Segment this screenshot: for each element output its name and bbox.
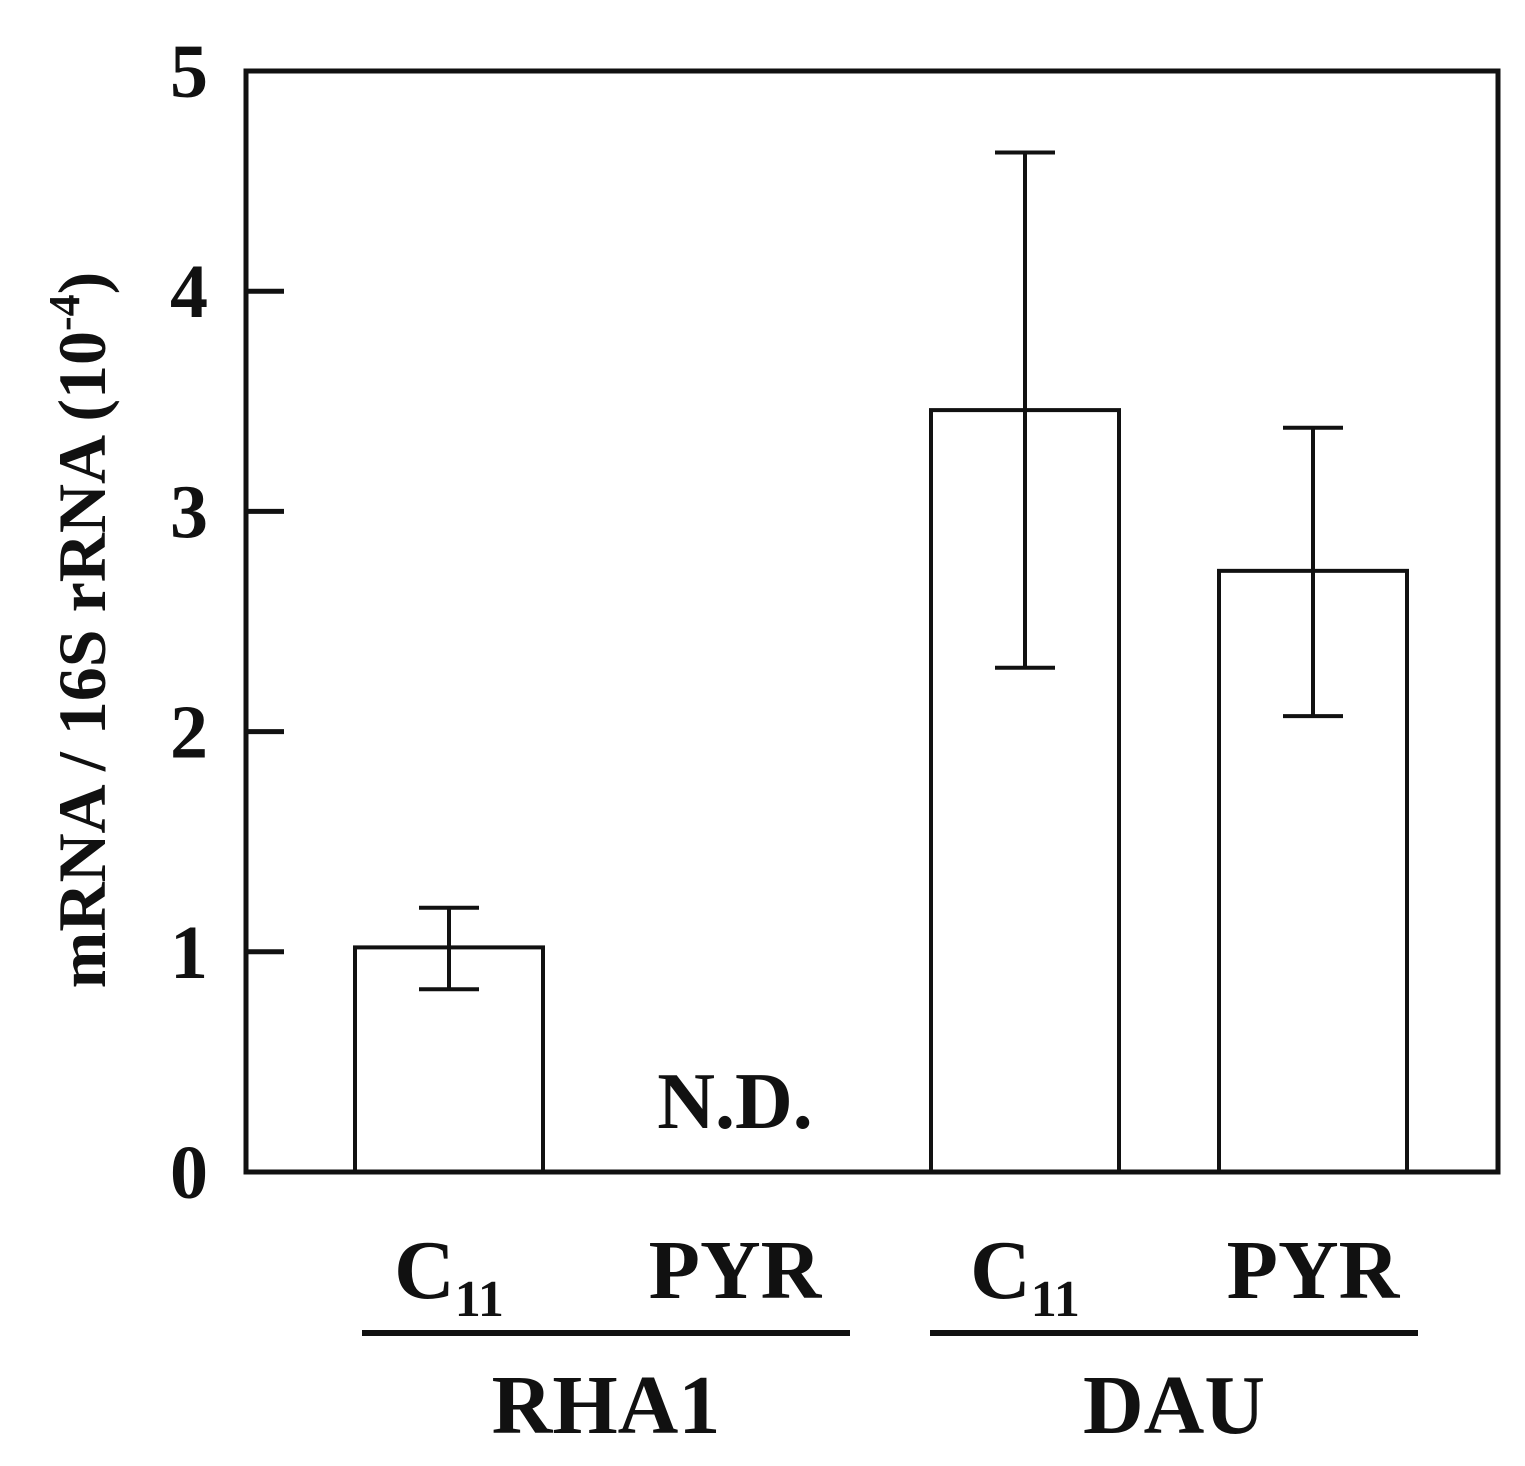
- x-tick-label: C11: [970, 1224, 1080, 1328]
- x-tick-label: PYR: [1227, 1224, 1401, 1317]
- plot-frame: [243, 68, 1501, 1175]
- y-axis-label: mRNA / 16S rRNA (10-4): [40, 272, 120, 989]
- y-axis-label-close: ): [44, 272, 120, 295]
- svg-text:mRNA / 16S rRNA (10-4): mRNA / 16S rRNA (10-4): [40, 272, 120, 989]
- y-tick-label: 4: [170, 250, 208, 334]
- y-axis-label-exponent: -4: [40, 294, 89, 331]
- group-label: DAU: [1083, 1359, 1265, 1452]
- bars-layer: [353, 408, 1409, 1175]
- x-tick-label: PYR: [649, 1224, 823, 1317]
- error-bars-layer: [419, 150, 1343, 992]
- y-tick-label: 1: [170, 911, 208, 995]
- x-axis-group-labels: RHA1 DAU: [362, 1330, 1418, 1452]
- x-axis-category-labels: C11 PYR C11 PYR: [394, 1224, 1401, 1328]
- group-label: RHA1: [492, 1359, 721, 1452]
- y-axis-ticks: 0 1 2 3 4 5: [170, 30, 284, 1215]
- y-tick-label: 3: [170, 470, 208, 554]
- y-tick-label: 2: [170, 691, 208, 775]
- y-tick-label: 0: [170, 1131, 208, 1215]
- annotation-not-detected: N.D.: [657, 1058, 813, 1146]
- y-tick-label: 5: [170, 30, 208, 114]
- x-tick-label: C11: [394, 1224, 504, 1328]
- annotations-layer: N.D.: [657, 1058, 813, 1146]
- y-axis-label-main: mRNA / 16S rRNA (10: [44, 331, 120, 988]
